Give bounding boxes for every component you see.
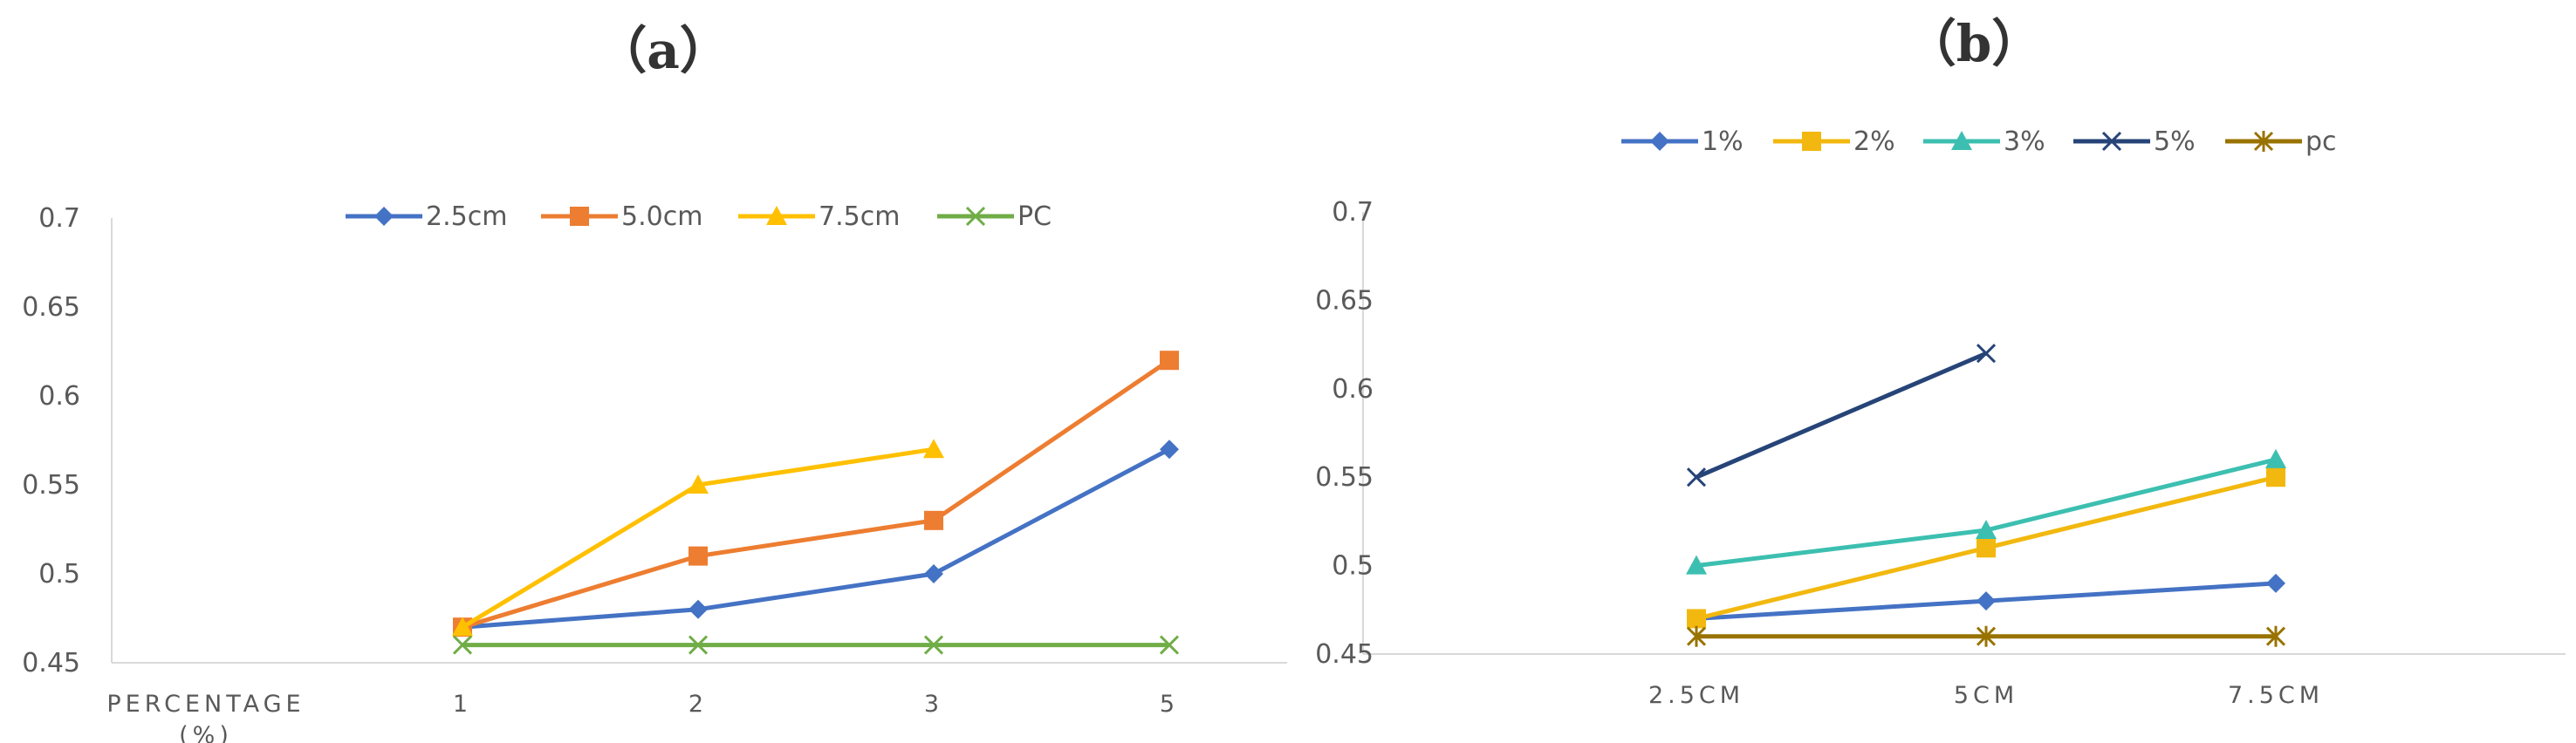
- panel-a-x-tick-label: 5: [1160, 691, 1179, 718]
- panel-b-legend: 1% 2% 3% 5% pc: [1621, 126, 2337, 157]
- panel-b-x-tick-label: 7.5CM: [2228, 682, 2324, 709]
- legend-marker: [374, 207, 394, 226]
- panel-a-y-tick-label: 0.65: [22, 292, 80, 323]
- series-pc-point: [688, 635, 709, 655]
- series-pc-point: [923, 635, 944, 655]
- series-1pct-point: [2266, 573, 2285, 593]
- legend-label: 2.5cm: [426, 201, 507, 232]
- series-7-5cm-point: [923, 439, 944, 459]
- legend-label: pc: [2305, 126, 2337, 157]
- series-5-0cm-point: [689, 546, 708, 566]
- panel-b-x-tick-label: 5CM: [1954, 682, 2018, 709]
- series-5pct-point: [1686, 467, 1707, 487]
- legend-marker: [2101, 131, 2122, 152]
- legend-item: 2.5cm: [346, 201, 507, 232]
- panel-a-legend: 2.5cm 5.0cm 7.5cm PC: [346, 201, 1052, 232]
- panel-a-x-tick-label: 3: [924, 691, 943, 718]
- legend-label: 5.0cm: [621, 201, 702, 232]
- legend-marker: [1951, 131, 1972, 150]
- legend-item: 2%: [1773, 126, 1895, 157]
- legend-marker: [766, 206, 787, 225]
- panel-b-y-tick-label: 0.45: [1315, 639, 1374, 670]
- legend-marker: [2253, 131, 2274, 152]
- panel-b: （b） 0.45 0.5 0.55 0.6 0.65 0.7 2.5CM 5CM 7.5CM 1% 2…: [1315, 14, 2566, 709]
- panel-b-y-tick-label: 0.65: [1315, 285, 1374, 316]
- panel-a-title: （a）: [596, 21, 730, 80]
- legend-item: 5.0cm: [541, 201, 702, 232]
- legend-marker: [1802, 132, 1821, 151]
- series-pc-point: [1686, 625, 1707, 647]
- series-5pct: [1686, 344, 1997, 487]
- series-3pct-point: [2265, 448, 2286, 468]
- series-3pct-point: [1976, 520, 1997, 540]
- panel-b-y-tick-label: 0.7: [1332, 197, 1374, 228]
- panel-b-y-tick-label: 0.55: [1315, 462, 1374, 493]
- legend-marker: [965, 206, 986, 227]
- series-2pct: [1687, 467, 2285, 629]
- series-5-0cm-point: [924, 510, 943, 530]
- series-7-5cm: [452, 439, 944, 637]
- legend-item: pc: [2225, 126, 2337, 157]
- series-pc-point: [1976, 625, 1997, 647]
- legend-marker: [1650, 132, 1669, 151]
- series-2-5cm-point: [689, 599, 708, 619]
- legend-label: 5%: [2154, 126, 2196, 157]
- panel-a-x-axis-title: PERCENTAGE (%): [106, 691, 305, 743]
- legend-item: 3%: [1923, 126, 2045, 157]
- series-pc-point: [1159, 635, 1180, 655]
- panel-a-y-tick-label: 0.6: [38, 381, 80, 412]
- series-2-5cm-point: [924, 564, 943, 583]
- series-5-0cm-point: [1160, 351, 1179, 371]
- series-pc-point: [452, 635, 473, 655]
- legend-item: PC: [937, 201, 1052, 232]
- series-2-5cm-line: [462, 446, 1171, 630]
- legend-label: 3%: [2004, 126, 2045, 157]
- series-2-5cm-point: [1160, 440, 1179, 460]
- legend-item: 1%: [1621, 126, 1744, 157]
- panel-a: （a） 0.45 0.5 0.55 0.6 0.65 0.7 1 2 3 5 PERCENTAGE (%…: [22, 21, 1287, 743]
- series-3pct-point: [1686, 555, 1707, 575]
- series-5-0cm: [453, 351, 1179, 637]
- series-2pct-point: [1977, 538, 1996, 558]
- series-7-5cm-point: [452, 617, 473, 637]
- series-1pct-point: [1977, 591, 1996, 611]
- series-2pct-point: [2266, 467, 2285, 487]
- series-5pct-line: [1696, 351, 1987, 480]
- legend-label: 1%: [1702, 126, 1744, 157]
- series-pc: [1686, 625, 2286, 647]
- legend-label: 7.5cm: [819, 201, 900, 232]
- panel-b-title: （b）: [1906, 14, 2043, 73]
- series-pc-point: [2265, 625, 2286, 647]
- panel-a-y-tick-label: 0.7: [38, 203, 80, 234]
- panel-b-x-tick-label: 2.5CM: [1648, 682, 1744, 709]
- series-5-0cm-line: [462, 358, 1171, 630]
- series-2pct-point: [1687, 609, 1706, 629]
- panel-a-y-tick-label: 0.55: [22, 470, 80, 501]
- panel-a-x-tick-label: 2: [689, 691, 708, 718]
- panel-a-y-tick-label: 0.45: [22, 648, 80, 678]
- legend-item: 5%: [2073, 126, 2196, 157]
- series-pc: [452, 635, 1180, 655]
- legend-item: 7.5cm: [738, 201, 900, 232]
- legend-label: PC: [1017, 201, 1052, 232]
- legend-marker: [570, 207, 589, 226]
- legend-label: 2%: [1853, 126, 1895, 157]
- series-5pct-point: [1976, 344, 1997, 364]
- series-3pct: [1686, 448, 2286, 575]
- panel-b-y-tick-label: 0.6: [1332, 374, 1374, 405]
- panel-a-x-tick-label: 1: [453, 691, 472, 718]
- series-7-5cm-point: [688, 474, 709, 494]
- panel-b-y-tick-label: 0.5: [1332, 551, 1374, 582]
- panel-a-y-tick-label: 0.5: [38, 559, 80, 590]
